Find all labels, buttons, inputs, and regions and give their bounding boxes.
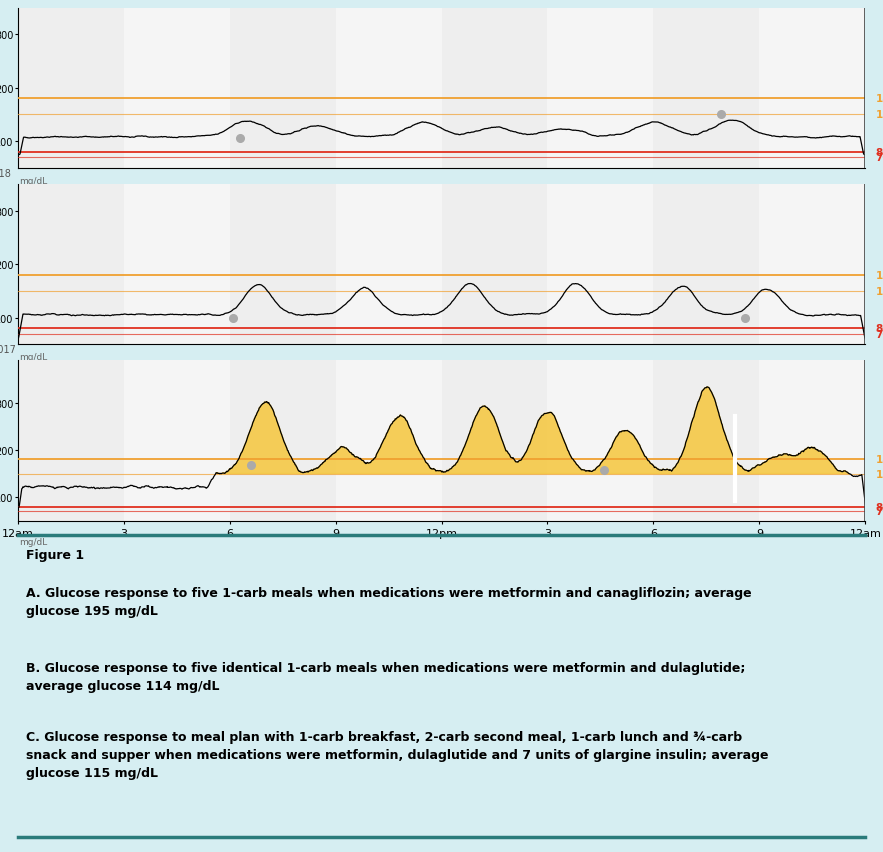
Text: mg/dL: mg/dL <box>19 353 48 362</box>
Text: 70: 70 <box>876 329 883 339</box>
Bar <box>18 9 124 169</box>
Text: mg/dL: mg/dL <box>19 537 48 546</box>
Text: 180: 180 <box>876 270 883 280</box>
Text: 70: 70 <box>876 507 883 516</box>
Text: WED
JAN 3, 2018: WED JAN 3, 2018 <box>0 156 11 178</box>
Bar <box>230 185 336 345</box>
Bar <box>442 185 547 345</box>
Bar <box>230 361 336 521</box>
Text: 150: 150 <box>876 286 883 296</box>
Text: B. Glucose response to five identical 1-carb meals when medications were metform: B. Glucose response to five identical 1-… <box>26 661 745 692</box>
Text: 80: 80 <box>876 324 883 334</box>
Bar <box>18 361 124 521</box>
Bar <box>18 185 124 345</box>
Text: 180: 180 <box>876 95 883 104</box>
Text: Figure 1: Figure 1 <box>26 548 84 561</box>
Text: C. Glucose response to meal plan with 1-carb breakfast, 2-carb second meal, 1-ca: C. Glucose response to meal plan with 1-… <box>26 730 768 780</box>
Bar <box>442 361 547 521</box>
Text: 80: 80 <box>876 147 883 158</box>
Text: WED
JUL 19, 2017: WED JUL 19, 2017 <box>0 332 16 354</box>
Text: 70: 70 <box>876 153 883 163</box>
Text: 80: 80 <box>876 502 883 512</box>
Bar <box>653 361 759 521</box>
Text: 150: 150 <box>876 469 883 479</box>
Bar <box>442 9 547 169</box>
Text: A. Glucose response to five 1-carb meals when medications were metformin and can: A. Glucose response to five 1-carb meals… <box>26 586 751 617</box>
Text: mg/dL: mg/dL <box>19 176 48 186</box>
Bar <box>653 185 759 345</box>
Text: 150: 150 <box>876 110 883 120</box>
Text: MON
APR 23, 2018: MON APR 23, 2018 <box>0 0 20 2</box>
Text: 180: 180 <box>876 455 883 465</box>
Bar <box>230 9 336 169</box>
Bar <box>653 9 759 169</box>
